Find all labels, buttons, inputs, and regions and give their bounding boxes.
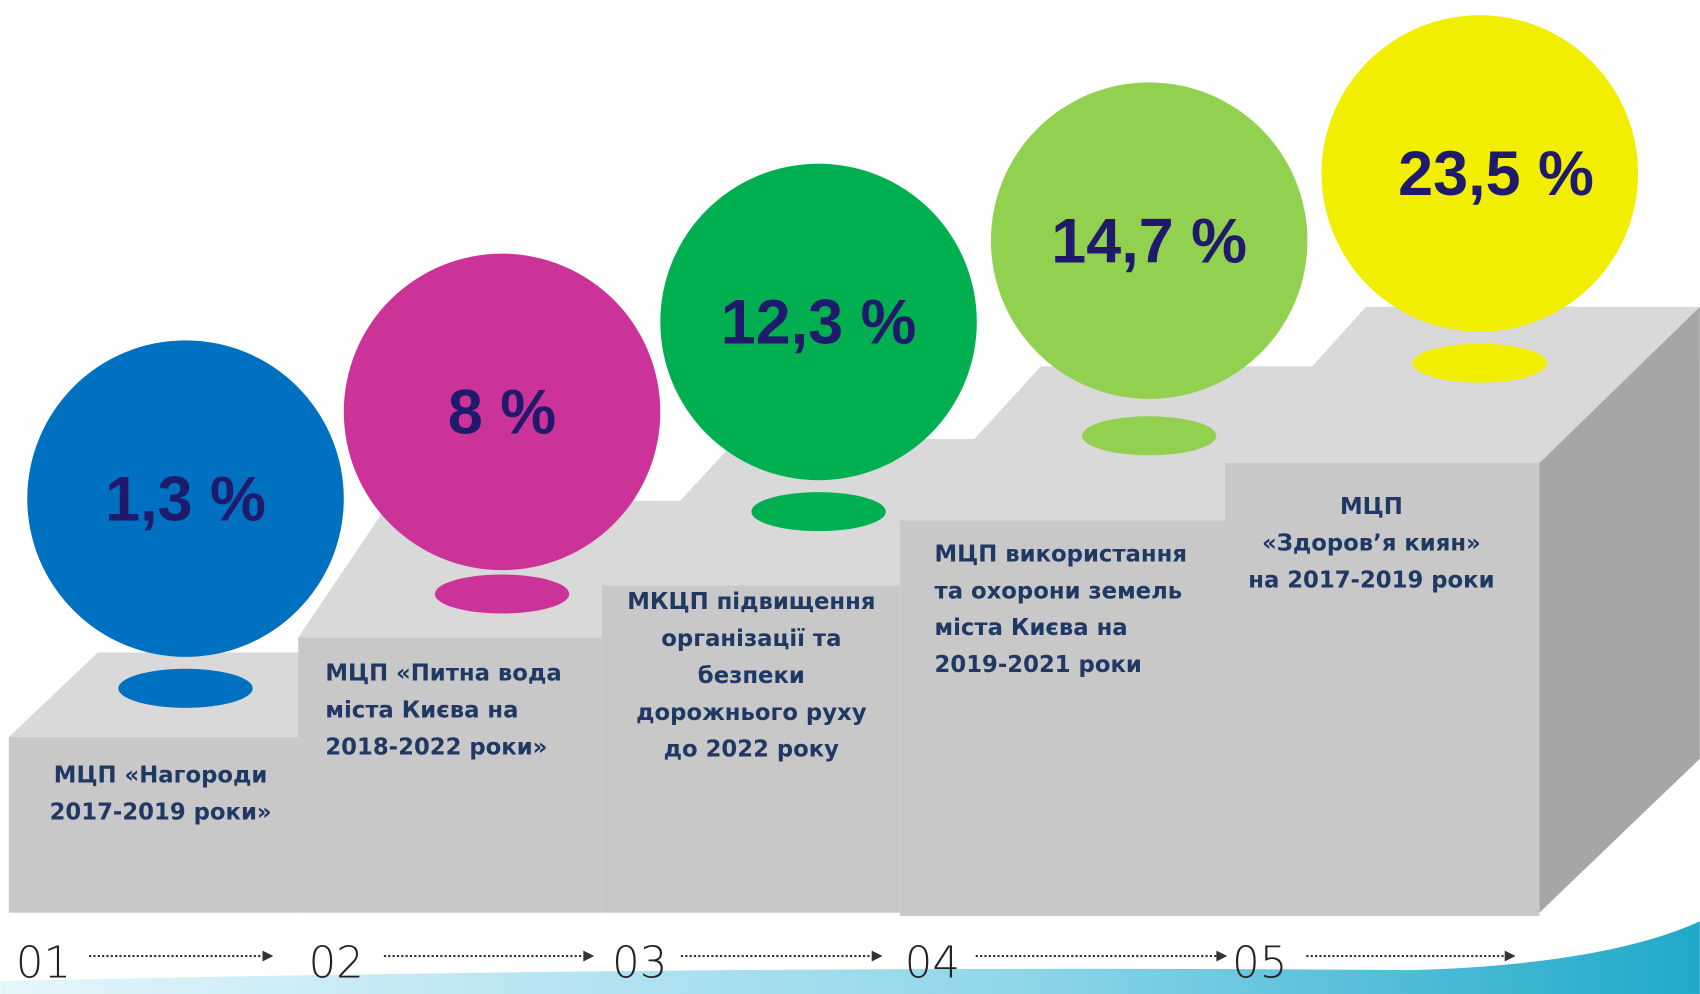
program-line: організації та [661,626,841,652]
step-number: 04 [905,939,960,989]
program-line: на 2017-2019 роки [1248,568,1494,594]
value: 14,7 % [1051,206,1247,276]
program-line: МКЦП підвищення [627,589,875,615]
program-line: МЦП «Питна вода [325,661,561,687]
program-line: 2018-2022 роки» [325,734,547,760]
bubble [990,82,1308,399]
program-line: МЦП [1340,494,1403,520]
shadow [118,668,253,708]
shadow [1081,416,1217,456]
shadow [434,574,570,614]
arrow-head [871,950,883,962]
arrow-head [583,950,595,962]
value: 1,3 % [105,464,266,534]
program-line: МЦП використання [935,541,1187,567]
bubble [27,340,344,657]
program-line: дорожнього руху [636,700,867,726]
program-line: міста Києва на [325,698,518,724]
bubble [343,253,661,571]
bubble [660,163,977,481]
stair-side [1539,306,1700,913]
step-number: 02 [309,939,364,989]
program-line: безпеки [698,663,805,689]
stair-front [1225,462,1540,916]
program-line: МЦП «Нагороди [54,763,268,789]
step-number: 05 [1232,939,1287,989]
program-line: до 2022 року [664,737,840,763]
program-line: 2017-2019 роки» [50,799,272,825]
stair-front [899,520,1226,916]
bubble [1321,15,1639,332]
program-line: та охорони земель [935,578,1183,604]
value: 23,5 % [1398,139,1594,209]
value: 12,3 % [721,288,917,358]
program-line: міста Києва на [935,615,1128,641]
stair-front [601,585,900,913]
shadow [1412,343,1547,383]
arrow-head [262,950,274,962]
arrow-head [1504,950,1516,962]
value: 8 % [448,378,556,448]
step-number: 03 [612,939,667,989]
program-line: «Здоров’я киян» [1262,531,1481,557]
shadow [751,492,886,532]
stair-front [298,637,602,913]
step-number: 01 [16,939,71,989]
bottom-wave [0,921,1700,994]
stair-top [1225,306,1700,463]
stair-front [8,737,299,913]
program-line: 2019-2021 роки [935,652,1142,678]
arrow-head [1216,950,1228,962]
